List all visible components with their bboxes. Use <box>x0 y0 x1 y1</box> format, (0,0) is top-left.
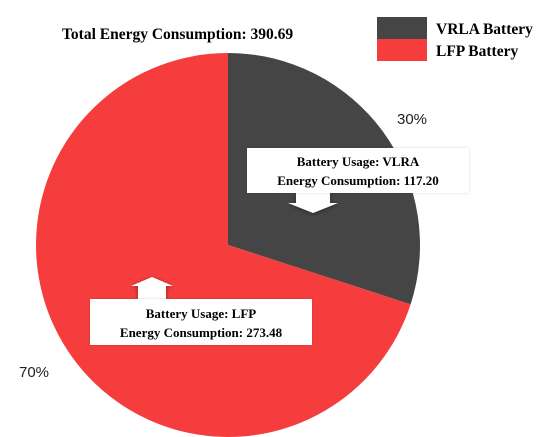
percent-label-vrla: 30% <box>397 111 427 128</box>
legend-swatch-lfp <box>377 39 427 61</box>
legend-label-lfp: LFP Battery <box>436 43 518 60</box>
arrow-down-icon <box>288 193 338 213</box>
pie-slices <box>36 53 421 437</box>
callout-lfp-line1: Battery Usage: LFP <box>146 306 257 321</box>
legend: VRLA Battery LFP Battery <box>377 17 533 61</box>
callout-lfp: Battery Usage: LFP Energy Consumption: 2… <box>90 277 312 345</box>
callout-lfp-line2: Energy Consumption: 273.48 <box>120 325 283 340</box>
chart-title: Total Energy Consumption: 390.69 <box>62 26 293 43</box>
legend-swatch-vrla <box>377 17 427 39</box>
callout-box-vrla <box>247 148 469 193</box>
arrow-up-icon <box>131 277 173 299</box>
callout-vrla-line2: Energy Consumption: 117.20 <box>277 173 438 188</box>
callout-vrla-line1: Battery Usage: VLRA <box>297 154 420 169</box>
percent-label-lfp: 70% <box>19 364 49 381</box>
legend-label-vrla: VRLA Battery <box>436 21 533 38</box>
callout-vrla: Battery Usage: VLRA Energy Consumption: … <box>247 148 469 213</box>
callout-box-lfp <box>90 299 312 345</box>
